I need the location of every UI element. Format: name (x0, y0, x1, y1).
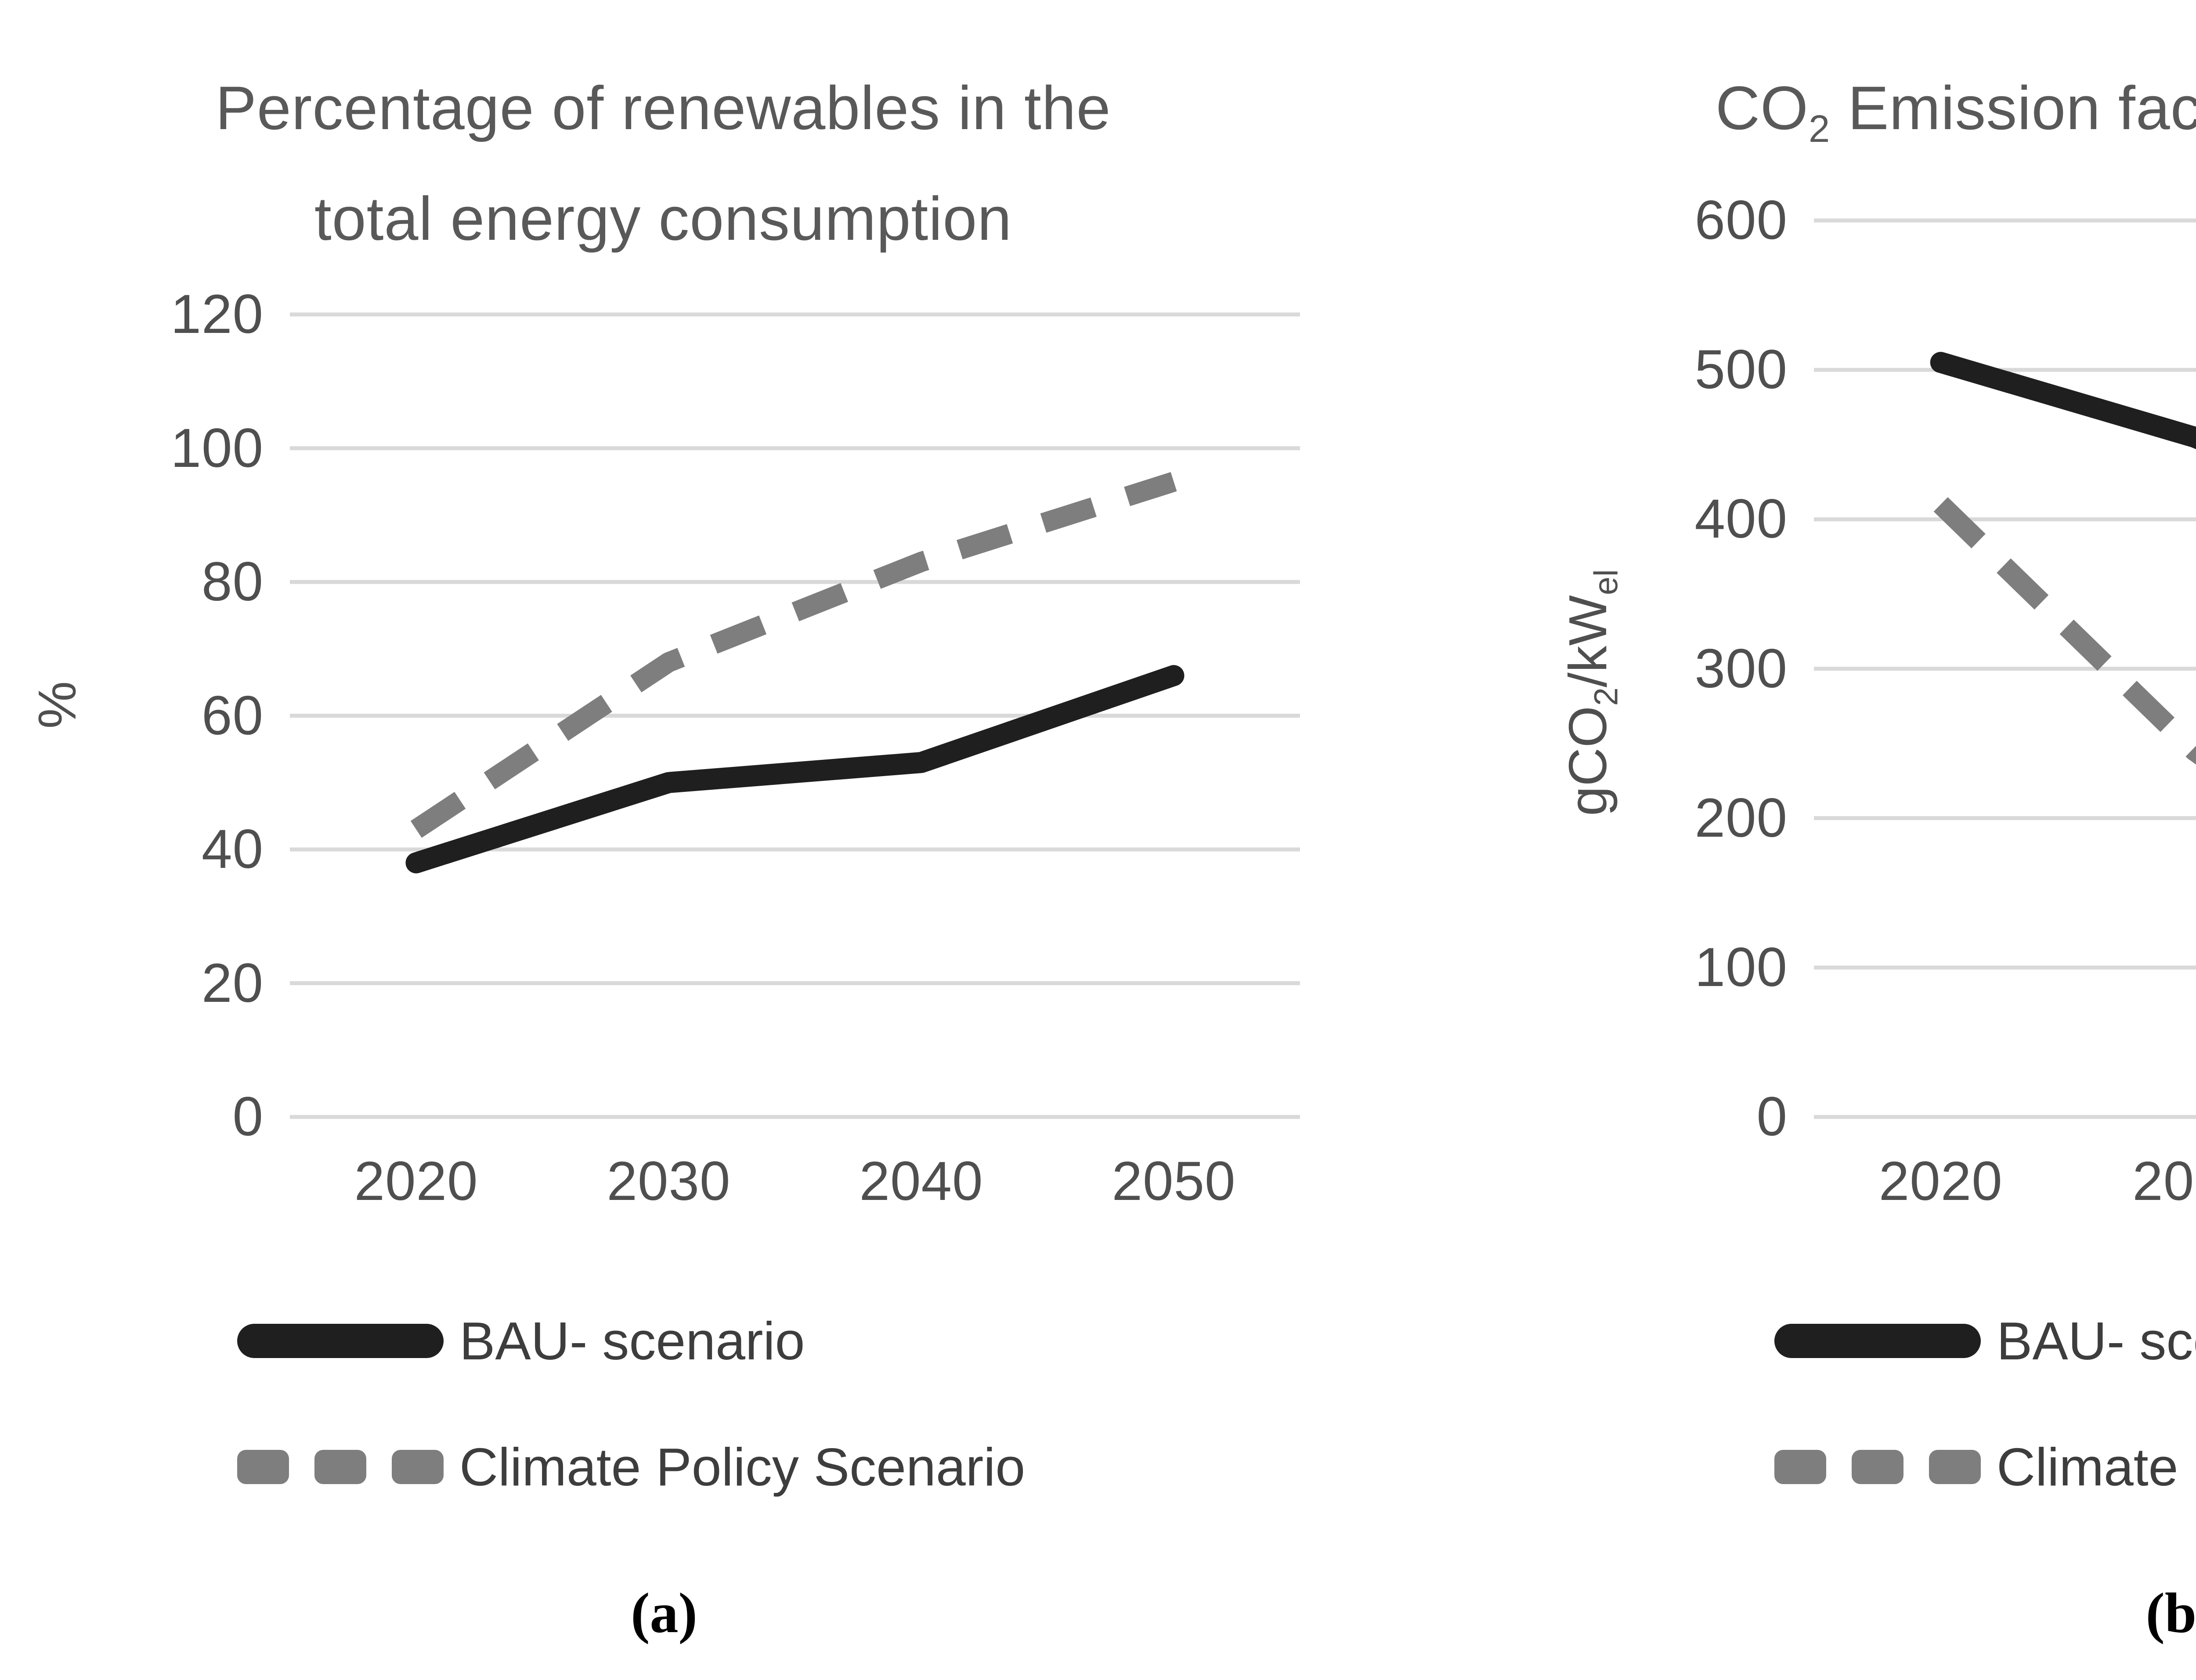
y-axis-tick-label: 60 (201, 685, 264, 746)
x-axis-tick-label: 2040 (859, 1151, 983, 1212)
y-axis-tick-label: 0 (1756, 1086, 1788, 1147)
chart-a-legend-label-bau: BAU- scenario (459, 1311, 805, 1371)
chart-b-y-axis-label-subscript-2: 2 (1588, 687, 1625, 706)
y-axis-tick-label: 400 (1694, 488, 1788, 550)
y-axis-tick-label: 120 (170, 284, 264, 345)
chart-b-legend-label-bau: BAU- scenario (1997, 1311, 2196, 1371)
bau-line-sample-icon (237, 1324, 444, 1358)
bau-line-sample-icon (1774, 1324, 1981, 1358)
chart-b-legend-item-bau: BAU- scenario (1774, 1310, 2196, 1372)
chart-a-legend-label-climate-policy: Climate Policy Scenario (459, 1437, 1026, 1497)
chart-b-y-axis-label-subscript-el: el (1588, 569, 1625, 595)
x-axis-tick-label: 2030 (2132, 1151, 2196, 1212)
chart-b-y-axis-label: gCO2/kWel (1555, 341, 1625, 1044)
panel-b-caption-text: (b) (2145, 1582, 2196, 1645)
x-axis-tick-label: 2050 (1112, 1151, 1236, 1212)
y-axis-tick-label: 0 (232, 1086, 264, 1147)
chart-a-legend-item-bau: BAU- scenario (237, 1310, 805, 1372)
chart-a-legend-item-climate-policy: Climate Policy Scenario (237, 1436, 1025, 1498)
series-line-bau-scenario (405, 665, 1185, 874)
dash-segment-icon (1852, 1450, 1903, 1484)
chart-a-title: Percentage of renewables in the total en… (48, 53, 1278, 274)
x-axis-tick-label: 2030 (607, 1151, 731, 1212)
chart-b-title: CO2 Emission factor electricity mix (1542, 53, 2196, 163)
chart-b-legend-label-climate-policy: Climate Policy Scenario (1997, 1437, 2196, 1497)
dash-segment-icon (1929, 1450, 1981, 1484)
x-axis-tick-label: 2020 (1878, 1151, 2003, 1212)
x-axis-tick-label: 2020 (354, 1151, 478, 1212)
panel-a-caption: (a) (532, 1580, 796, 1646)
y-axis-tick-label: 600 (1694, 190, 1788, 251)
climate-policy-dashed-line-sample-icon (1774, 1450, 1981, 1484)
y-axis-tick-label: 200 (1694, 787, 1788, 849)
chart-b-legend-item-climate-policy: Climate Policy Scenario (1774, 1436, 2196, 1498)
chart-b-title-subscript: 2 (1808, 108, 1831, 150)
chart-b-y-axis-label-text-rest: /kW (1558, 595, 1618, 687)
dash-segment-icon (314, 1450, 366, 1484)
chart-b-title-text-rest: Emission factor electricity mix (1848, 73, 2196, 142)
y-axis-tick-label: 100 (1694, 936, 1788, 998)
series-line-bau-scenario (1930, 352, 2196, 449)
chart-a-title-line-1: Percentage of renewables in the (215, 73, 1111, 142)
dash-segment-icon (392, 1450, 444, 1484)
panel-a-caption-text: (a) (631, 1582, 697, 1645)
y-axis-tick-label: 100 (170, 417, 264, 479)
y-axis-tick-label: 300 (1694, 638, 1788, 699)
y-axis-tick-label: 500 (1694, 339, 1788, 401)
panel-b-caption: (b) (2049, 1580, 2196, 1646)
climate-policy-dashed-line-sample-icon (237, 1450, 444, 1484)
y-axis-tick-label: 80 (201, 551, 264, 612)
dash-segment-icon (237, 1450, 289, 1484)
y-axis-tick-label: 40 (201, 819, 264, 880)
series-line-climate-policy-scenario (410, 472, 1177, 838)
chart-b-y-axis-label-text: gCO (1558, 706, 1618, 816)
chart-b-title-text: CO (1715, 73, 1809, 142)
chart-a-title-line-2: total energy consumption (314, 184, 1012, 253)
chart-a-y-axis-label: % (24, 617, 90, 793)
y-axis-tick-label: 20 (201, 952, 264, 1014)
series-line-climate-policy-scenario (1933, 497, 2196, 765)
chart-a-y-axis-label-text: % (27, 681, 87, 729)
dash-segment-icon (1774, 1450, 1826, 1484)
